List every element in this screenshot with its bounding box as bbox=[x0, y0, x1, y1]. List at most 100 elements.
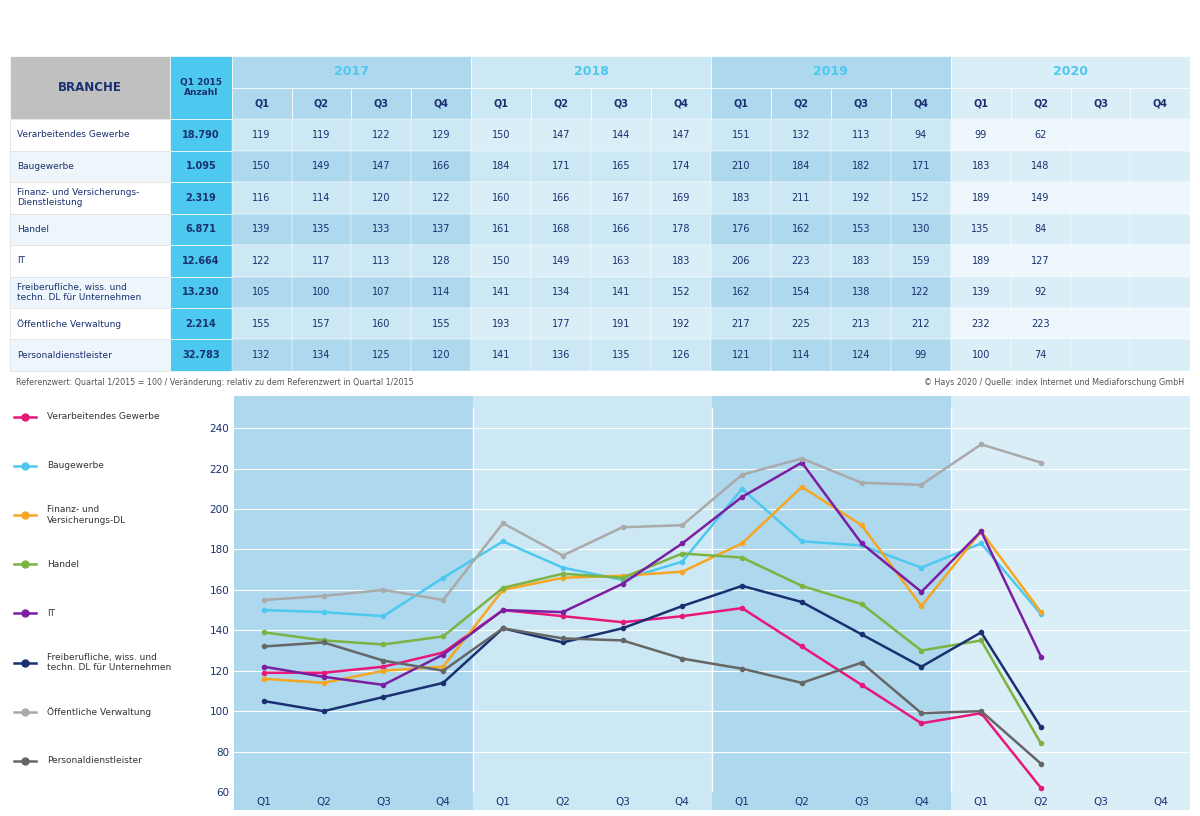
Bar bbox=[352, 245, 412, 277]
Text: 183: 183 bbox=[672, 255, 690, 266]
Bar bbox=[10, 245, 170, 277]
Text: 130: 130 bbox=[912, 224, 930, 234]
Text: Q1: Q1 bbox=[254, 98, 269, 109]
Bar bbox=[472, 56, 710, 87]
Text: Öffentliche Verwaltung: Öffentliche Verwaltung bbox=[17, 319, 121, 329]
Bar bbox=[10, 339, 170, 371]
Bar bbox=[950, 308, 1010, 339]
Text: 155: 155 bbox=[432, 319, 451, 329]
Text: 150: 150 bbox=[252, 162, 271, 171]
Bar bbox=[770, 308, 830, 339]
Bar bbox=[770, 119, 830, 150]
Bar bbox=[950, 182, 1010, 214]
Text: 169: 169 bbox=[672, 193, 690, 202]
Bar bbox=[232, 214, 292, 245]
Text: 135: 135 bbox=[612, 350, 630, 360]
Text: Personaldienstleister: Personaldienstleister bbox=[17, 351, 112, 360]
Text: 144: 144 bbox=[612, 130, 630, 140]
Bar bbox=[1070, 87, 1130, 119]
Text: Finanz- und
Versicherungs-DL: Finanz- und Versicherungs-DL bbox=[47, 505, 126, 525]
Bar bbox=[532, 308, 592, 339]
Text: 161: 161 bbox=[492, 224, 510, 234]
Text: 184: 184 bbox=[792, 162, 810, 171]
Text: Finanz- und Versicherungs-
Dienstleistung: Finanz- und Versicherungs- Dienstleistun… bbox=[17, 188, 139, 207]
Text: 99: 99 bbox=[974, 130, 986, 140]
Text: 139: 139 bbox=[252, 224, 271, 234]
Bar bbox=[352, 277, 412, 308]
Bar bbox=[950, 56, 1190, 87]
Text: 141: 141 bbox=[492, 287, 510, 297]
Bar bbox=[950, 277, 1010, 308]
Text: 122: 122 bbox=[252, 255, 271, 266]
Text: 105: 105 bbox=[252, 287, 271, 297]
Bar bbox=[592, 339, 652, 371]
Text: 134: 134 bbox=[312, 350, 331, 360]
Text: Referenzwert: Quartal 1/2015 = 100 / Veränderung: relativ zu dem Referenzwert in: Referenzwert: Quartal 1/2015 = 100 / Ver… bbox=[16, 379, 413, 388]
Bar bbox=[710, 339, 770, 371]
Bar bbox=[592, 87, 652, 119]
Bar bbox=[592, 150, 652, 182]
Text: 100: 100 bbox=[972, 350, 990, 360]
Text: HAYS-FACHKRÄFTE-INDEX DEUTSCHLAND – ÜBERGREIFEND NACH BRANCHEN: HAYS-FACHKRÄFTE-INDEX DEUTSCHLAND – ÜBER… bbox=[24, 21, 802, 39]
Bar bbox=[472, 277, 532, 308]
Bar bbox=[352, 339, 412, 371]
Bar bbox=[232, 150, 292, 182]
Bar bbox=[472, 214, 532, 245]
Text: 114: 114 bbox=[792, 350, 810, 360]
Bar bbox=[950, 87, 1010, 119]
Bar bbox=[412, 245, 472, 277]
Bar bbox=[830, 182, 890, 214]
Text: 13.230: 13.230 bbox=[182, 287, 220, 297]
Text: 92: 92 bbox=[1034, 287, 1046, 297]
Text: Q1: Q1 bbox=[493, 98, 509, 109]
Text: 113: 113 bbox=[852, 130, 870, 140]
Bar bbox=[830, 245, 890, 277]
Bar bbox=[292, 308, 352, 339]
Bar bbox=[950, 150, 1010, 182]
Text: 2017: 2017 bbox=[334, 65, 368, 78]
Text: 2.319: 2.319 bbox=[186, 193, 216, 202]
Bar bbox=[472, 150, 532, 182]
Text: 191: 191 bbox=[612, 319, 630, 329]
Text: 223: 223 bbox=[792, 255, 810, 266]
Text: 114: 114 bbox=[432, 287, 450, 297]
Bar bbox=[10, 56, 170, 119]
Text: 136: 136 bbox=[552, 350, 570, 360]
Text: 177: 177 bbox=[552, 319, 570, 329]
Bar bbox=[1130, 87, 1190, 119]
Bar bbox=[472, 87, 532, 119]
Bar bbox=[1070, 214, 1130, 245]
Bar bbox=[710, 119, 770, 150]
Text: 120: 120 bbox=[372, 193, 391, 202]
Bar bbox=[1130, 339, 1190, 371]
Bar bbox=[710, 277, 770, 308]
Bar bbox=[652, 245, 710, 277]
Text: 183: 183 bbox=[852, 255, 870, 266]
Text: Freiberufliche, wiss. und
techn. DL für Unternehmen: Freiberufliche, wiss. und techn. DL für … bbox=[17, 282, 140, 302]
Bar bbox=[652, 277, 710, 308]
Text: 166: 166 bbox=[552, 193, 570, 202]
Bar bbox=[232, 119, 292, 150]
Text: 212: 212 bbox=[912, 319, 930, 329]
Bar bbox=[890, 339, 950, 371]
Text: 100: 100 bbox=[312, 287, 331, 297]
Text: 152: 152 bbox=[912, 193, 930, 202]
Text: 210: 210 bbox=[732, 162, 750, 171]
Bar bbox=[1130, 277, 1190, 308]
Text: 2019: 2019 bbox=[814, 65, 848, 78]
Bar bbox=[652, 214, 710, 245]
Text: 176: 176 bbox=[732, 224, 750, 234]
Text: 148: 148 bbox=[1031, 162, 1050, 171]
Text: 178: 178 bbox=[672, 224, 690, 234]
Bar bbox=[890, 150, 950, 182]
Text: 166: 166 bbox=[432, 162, 450, 171]
Text: 127: 127 bbox=[1031, 255, 1050, 266]
Text: 182: 182 bbox=[852, 162, 870, 171]
Bar bbox=[710, 308, 770, 339]
Bar bbox=[710, 87, 770, 119]
Bar bbox=[950, 214, 1010, 245]
Bar bbox=[292, 339, 352, 371]
Text: IT: IT bbox=[17, 256, 25, 265]
Text: 141: 141 bbox=[492, 350, 510, 360]
Bar bbox=[532, 182, 592, 214]
